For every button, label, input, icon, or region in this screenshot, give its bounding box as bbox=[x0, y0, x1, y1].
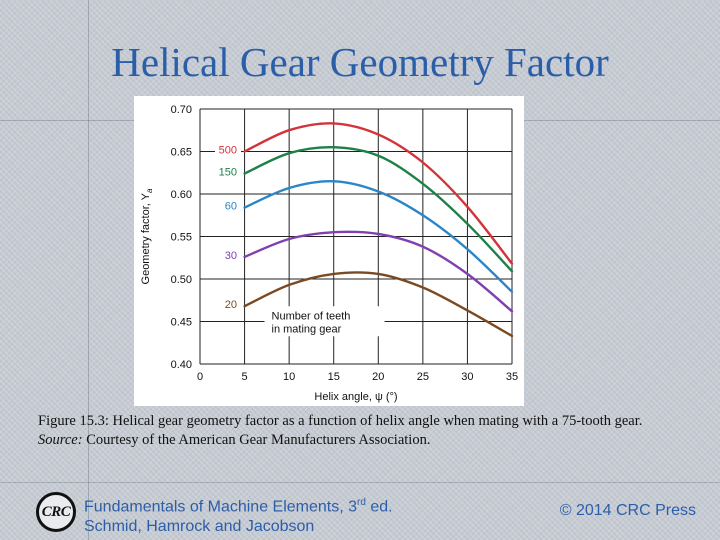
x-tick-label: 20 bbox=[372, 371, 384, 383]
series-line-30 bbox=[243, 230, 514, 313]
series-label-150: 150 bbox=[219, 167, 237, 179]
series-label-500: 500 bbox=[219, 145, 237, 157]
series-label-bg-150 bbox=[215, 163, 241, 177]
x-tick-label: 30 bbox=[461, 371, 473, 383]
annotation-background bbox=[264, 306, 385, 337]
footer-divider bbox=[0, 482, 720, 483]
x-axis-label: Helix angle, ψ (°) bbox=[314, 391, 397, 403]
y-axis-label-subscript: a bbox=[145, 188, 154, 193]
footer-title-sup: rd bbox=[357, 497, 366, 508]
y-tick-label: 0.45 bbox=[171, 317, 192, 329]
x-tick-label: 15 bbox=[328, 371, 340, 383]
x-tick-label: 35 bbox=[506, 371, 518, 383]
y-tick-label: 0.50 bbox=[171, 274, 192, 286]
slide-guide-vertical bbox=[88, 0, 89, 540]
series-line-150 bbox=[243, 145, 514, 273]
x-tick-label: 10 bbox=[283, 371, 295, 383]
x-tick-label: 25 bbox=[417, 371, 429, 383]
y-axis-label: Geometry factor, Ya bbox=[140, 188, 154, 285]
geometry-factor-chart: 0 5 10 15 20 25 30 35 0.40 0.45 0.50 0.55 0.60 0.65 0.… bbox=[140, 104, 518, 403]
series-label-bg-30 bbox=[215, 246, 241, 260]
chart-figure: 0 5 10 15 20 25 30 35 0.40 0.45 0.50 0.55 0.60 0.65 0.… bbox=[134, 96, 524, 406]
series-line-60 bbox=[243, 180, 514, 293]
series-label-bg-60 bbox=[215, 197, 241, 211]
crc-logo-text: CRC bbox=[41, 503, 71, 520]
series-label-20: 20 bbox=[225, 299, 237, 311]
footer-book-title: Fundamentals of Machine Elements, 3rd ed… bbox=[84, 493, 393, 517]
x-tick-label: 5 bbox=[242, 371, 248, 383]
y-tick-label: 0.70 bbox=[171, 104, 192, 116]
series-label-bg-20 bbox=[215, 296, 241, 310]
slide-title: Helical Gear Geometry Factor bbox=[111, 39, 609, 85]
footer-authors: Schmid, Hamrock and Jacobson bbox=[84, 518, 315, 536]
caption-source-text: Courtesy of the American Gear Manufactur… bbox=[82, 432, 431, 448]
y-tick-label: 0.40 bbox=[171, 359, 192, 371]
series-label-60: 60 bbox=[225, 201, 237, 213]
footer-title-suffix: ed. bbox=[365, 498, 393, 516]
y-tick-label: 0.55 bbox=[171, 232, 192, 244]
annotation-text: in mating gear bbox=[272, 323, 342, 335]
annotation-text: Number of teeth bbox=[272, 310, 351, 322]
crc-logo-icon: CRC bbox=[36, 492, 76, 532]
caption-source-label: Source: bbox=[38, 432, 83, 448]
footer-copyright: © 2014 CRC Press bbox=[559, 502, 696, 519]
y-tick-label: 0.65 bbox=[171, 147, 192, 159]
series-label-30: 30 bbox=[225, 250, 237, 262]
y-tick-label: 0.60 bbox=[171, 189, 192, 201]
series-label-bg-500 bbox=[215, 141, 241, 155]
caption-text: Figure 15.3: Helical gear geometry facto… bbox=[38, 413, 643, 429]
footer-book-info: Fundamentals of Machine Elements, 3rd ed… bbox=[84, 493, 393, 537]
series-line-500 bbox=[243, 122, 514, 265]
figure-caption: Figure 15.3: Helical gear geometry facto… bbox=[38, 412, 688, 450]
x-tick-label: 0 bbox=[197, 371, 203, 383]
footer-title-text: Fundamentals of Machine Elements, 3 bbox=[84, 498, 358, 516]
series-line-20 bbox=[243, 271, 514, 338]
